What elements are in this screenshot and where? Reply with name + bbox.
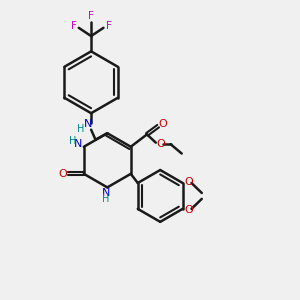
Text: N: N <box>102 188 110 198</box>
Text: F: F <box>88 11 94 21</box>
Text: N: N <box>74 139 83 149</box>
Text: F: F <box>70 21 76 31</box>
Text: F: F <box>106 21 112 31</box>
Text: H: H <box>69 136 76 146</box>
Text: N: N <box>83 119 92 129</box>
Text: O: O <box>156 139 165 149</box>
Text: O: O <box>185 176 194 187</box>
Text: O: O <box>159 119 167 129</box>
Text: H: H <box>77 124 85 134</box>
Text: O: O <box>58 169 67 179</box>
Text: O: O <box>185 206 194 215</box>
Text: H: H <box>102 194 110 204</box>
